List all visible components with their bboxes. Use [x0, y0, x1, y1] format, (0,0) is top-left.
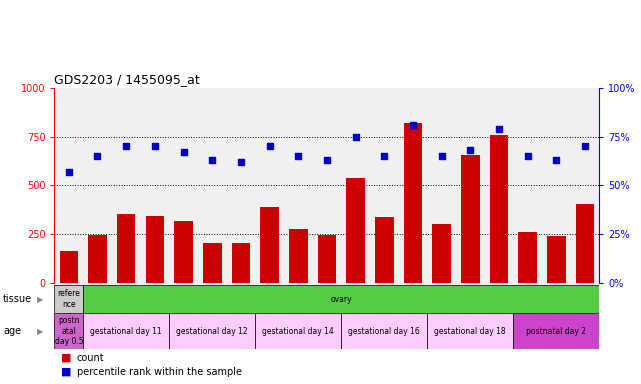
Text: ■: ■: [61, 367, 71, 377]
Point: [494, 126, 504, 132]
Point: [522, 153, 533, 159]
Bar: [428, 313, 513, 349]
Point: [207, 157, 217, 163]
Text: refere
nce: refere nce: [58, 290, 80, 309]
Text: tissue: tissue: [3, 294, 32, 304]
Point: [265, 143, 275, 149]
Bar: [146, 216, 164, 283]
Point: [551, 157, 562, 163]
Text: gestational day 18: gestational day 18: [435, 327, 506, 336]
Bar: [490, 134, 508, 283]
Point: [92, 153, 103, 159]
Bar: [203, 243, 222, 283]
Bar: [547, 237, 565, 283]
Bar: [432, 223, 451, 283]
Bar: [83, 313, 169, 349]
Text: age: age: [3, 326, 21, 336]
Bar: [54, 285, 83, 313]
Point: [379, 153, 389, 159]
Text: GDS2203 / 1455095_at: GDS2203 / 1455095_at: [54, 73, 200, 86]
Bar: [346, 178, 365, 283]
Bar: [375, 217, 394, 283]
Text: ▶: ▶: [37, 327, 44, 336]
Bar: [404, 123, 422, 283]
Point: [351, 134, 361, 140]
Bar: [231, 243, 250, 283]
Point: [178, 149, 188, 155]
Point: [150, 143, 160, 149]
Point: [580, 143, 590, 149]
Bar: [576, 204, 594, 283]
Point: [322, 157, 332, 163]
Text: percentile rank within the sample: percentile rank within the sample: [77, 367, 242, 377]
Text: gestational day 11: gestational day 11: [90, 327, 162, 336]
Text: gestational day 12: gestational day 12: [176, 327, 248, 336]
Text: ▶: ▶: [37, 295, 44, 304]
Bar: [88, 235, 107, 283]
Text: gestational day 16: gestational day 16: [349, 327, 420, 336]
Bar: [255, 313, 341, 349]
Bar: [54, 313, 83, 349]
Text: postn
atal
day 0.5: postn atal day 0.5: [54, 316, 83, 346]
Text: ovary: ovary: [331, 295, 352, 304]
Bar: [117, 214, 135, 283]
Bar: [519, 232, 537, 283]
Bar: [60, 251, 78, 283]
Bar: [174, 221, 193, 283]
Point: [408, 122, 418, 128]
Point: [465, 147, 476, 153]
Bar: [317, 235, 337, 283]
Point: [236, 159, 246, 165]
Text: postnatal day 2: postnatal day 2: [526, 327, 587, 336]
Bar: [169, 313, 255, 349]
Text: count: count: [77, 353, 104, 363]
Point: [63, 169, 74, 175]
Text: gestational day 14: gestational day 14: [262, 327, 334, 336]
Point: [293, 153, 303, 159]
Bar: [289, 228, 308, 283]
Bar: [341, 313, 428, 349]
Text: ■: ■: [61, 353, 71, 363]
Bar: [513, 313, 599, 349]
Bar: [260, 207, 279, 283]
Point: [121, 143, 131, 149]
Point: [437, 153, 447, 159]
Bar: [461, 155, 479, 283]
